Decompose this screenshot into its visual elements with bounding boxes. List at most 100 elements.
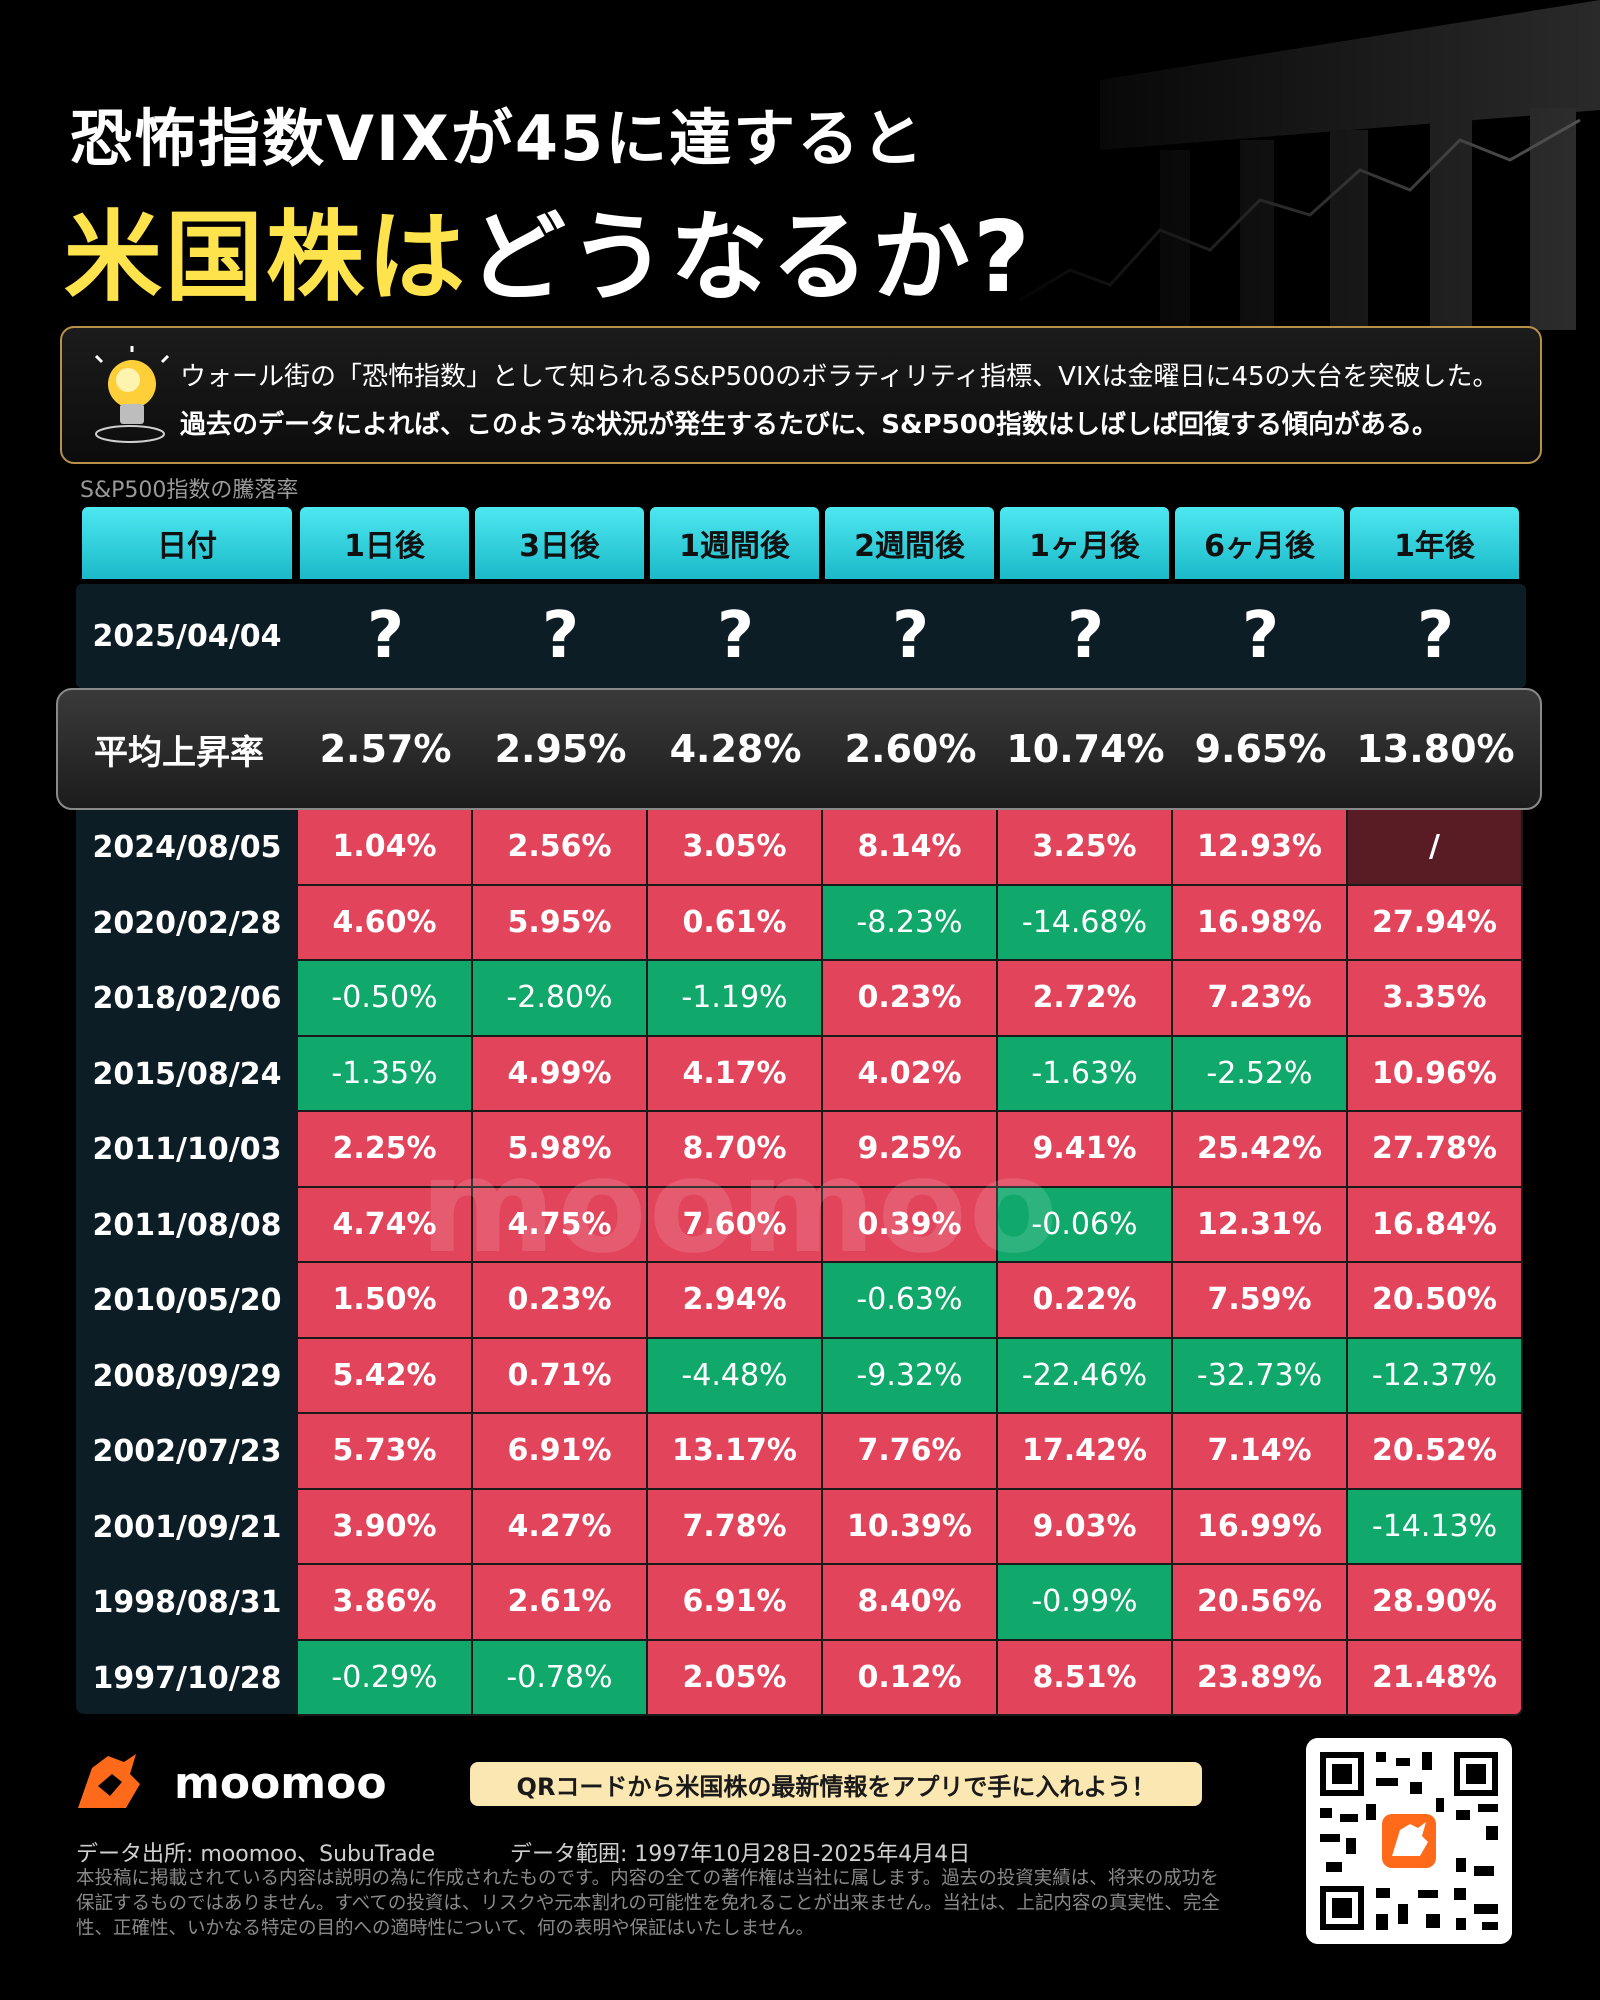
headline-line1: 恐怖指数VIXが45に達すると xyxy=(70,102,926,175)
return-cell: 1.04% xyxy=(298,810,473,886)
current-value-cell: ? xyxy=(1241,599,1280,673)
return-cell: 7.14% xyxy=(1173,1414,1348,1490)
return-cell: 0.12% xyxy=(823,1640,998,1716)
column-header: 3日後 xyxy=(475,507,644,579)
return-cell: 5.42% xyxy=(298,1338,473,1414)
return-cell: 23.89% xyxy=(1173,1640,1348,1716)
return-cell: 2.72% xyxy=(998,961,1173,1037)
return-cell: -14.68% xyxy=(998,885,1173,961)
return-cell: 17.42% xyxy=(998,1414,1173,1490)
return-cell: 8.70% xyxy=(648,1112,823,1188)
return-cell: 13.17% xyxy=(648,1414,823,1490)
return-cell: 0.61% xyxy=(648,885,823,961)
return-cell: -4.48% xyxy=(648,1338,823,1414)
return-cell: 3.90% xyxy=(298,1489,473,1565)
return-cell: 7.76% xyxy=(823,1414,998,1490)
return-cell: -0.78% xyxy=(473,1640,648,1716)
return-cell: 1.50% xyxy=(298,1263,473,1339)
row-date: 2011/08/08 xyxy=(92,1207,282,1243)
return-cell: -22.46% xyxy=(998,1338,1173,1414)
return-cell: 0.23% xyxy=(823,961,998,1037)
return-cell: 6.91% xyxy=(473,1414,648,1490)
disclaimer: 本投稿に掲載されている内容は説明の為に作成されたものです。内容の全ての著作権は当… xyxy=(76,1868,1220,1939)
row-date: 2002/07/23 xyxy=(92,1434,282,1470)
current-value-cell: ? xyxy=(716,599,755,673)
return-cell: -0.99% xyxy=(998,1565,1173,1641)
date-column-background xyxy=(76,810,298,1714)
current-row-background xyxy=(76,584,1526,688)
return-cell: 7.78% xyxy=(648,1489,823,1565)
return-cell: -0.06% xyxy=(998,1187,1173,1263)
return-cell: 2.94% xyxy=(648,1263,823,1339)
row-date: 2024/08/05 xyxy=(92,830,282,866)
average-value-cell: 9.65% xyxy=(1194,727,1327,771)
return-cell: 27.78% xyxy=(1348,1112,1523,1188)
return-cell: 0.23% xyxy=(473,1263,648,1339)
return-cell: 7.59% xyxy=(1173,1263,1348,1339)
return-cell: 9.03% xyxy=(998,1489,1173,1565)
row-date: 2015/08/24 xyxy=(92,1056,282,1092)
current-value-cell: ? xyxy=(891,599,930,673)
data-source: データ出所: moomoo、SubuTrade xyxy=(76,1842,436,1867)
return-cell: 8.40% xyxy=(823,1565,998,1641)
return-cell: -0.50% xyxy=(298,961,473,1037)
info-text-line1: ウォール街の「恐怖指数」として知られるS&P500のボラティリティ指標、VIXは… xyxy=(180,362,1499,392)
average-value-cell: 13.80% xyxy=(1356,727,1515,771)
row-date: 1997/10/28 xyxy=(92,1660,282,1696)
return-cell: -1.19% xyxy=(648,961,823,1037)
return-cell: 16.84% xyxy=(1348,1187,1523,1263)
average-label: 平均上昇率 xyxy=(94,732,264,773)
return-cell: 3.35% xyxy=(1348,961,1523,1037)
average-row-box xyxy=(56,688,1542,810)
return-cell: 21.48% xyxy=(1348,1640,1523,1716)
return-cell: 4.99% xyxy=(473,1036,648,1112)
return-cell: 12.93% xyxy=(1173,810,1348,886)
info-box: ウォール街の「恐怖指数」として知られるS&P500のボラティリティ指標、VIXは… xyxy=(60,326,1542,464)
return-cell: 2.61% xyxy=(473,1565,648,1641)
qr-code[interactable] xyxy=(1306,1738,1512,1944)
qr-cta-banner: QRコードから米国株の最新情報をアプリで手に入れよう！ xyxy=(470,1762,1202,1806)
return-cell: -1.35% xyxy=(298,1036,473,1112)
return-cell: -32.73% xyxy=(1173,1338,1348,1414)
return-cell: 3.25% xyxy=(998,810,1173,886)
return-cell: 16.99% xyxy=(1173,1489,1348,1565)
return-cell: -2.52% xyxy=(1173,1036,1348,1112)
background-building-image xyxy=(980,0,1600,330)
info-text-line2: 過去のデータによれば、このような状況が発生するたびに、S&P500指数はしばしば… xyxy=(180,410,1438,440)
average-value-cell: 4.28% xyxy=(669,727,802,771)
return-cell: 3.05% xyxy=(648,810,823,886)
return-cell: 3.86% xyxy=(298,1565,473,1641)
row-date: 2010/05/20 xyxy=(92,1283,282,1319)
return-cell: 9.41% xyxy=(998,1112,1173,1188)
return-cell: / xyxy=(1348,810,1523,886)
return-cell: 20.50% xyxy=(1348,1263,1523,1339)
return-cell: 5.98% xyxy=(473,1112,648,1188)
column-header: 日付 xyxy=(82,507,292,579)
table-caption: S&P500指数の騰落率 xyxy=(80,478,299,503)
headline-rest: どうなるか? xyxy=(468,201,1033,315)
lightbulb-icon xyxy=(94,346,170,443)
return-cell: 5.95% xyxy=(473,885,648,961)
return-cell: -2.80% xyxy=(473,961,648,1037)
return-cell: 4.60% xyxy=(298,885,473,961)
return-cell: 2.05% xyxy=(648,1640,823,1716)
current-value-cell: ? xyxy=(1416,599,1455,673)
row-date: 2011/10/03 xyxy=(92,1132,282,1168)
return-cell: 28.90% xyxy=(1348,1565,1523,1641)
row-date: 2008/09/29 xyxy=(92,1358,282,1394)
column-header: 1ヶ月後 xyxy=(1000,507,1169,579)
return-cell: 8.51% xyxy=(998,1640,1173,1716)
return-cell: -0.63% xyxy=(823,1263,998,1339)
logo-text: moomoo xyxy=(174,1758,387,1809)
return-cell: 2.25% xyxy=(298,1112,473,1188)
current-value-cell: ? xyxy=(541,599,580,673)
column-header: 1年後 xyxy=(1350,507,1519,579)
average-value-cell: 2.57% xyxy=(319,727,452,771)
moomoo-logo: moomoo xyxy=(78,1754,387,1809)
column-header: 1日後 xyxy=(300,507,469,579)
average-value-cell: 2.95% xyxy=(494,727,627,771)
return-cell: 4.75% xyxy=(473,1187,648,1263)
row-date: 2018/02/06 xyxy=(92,981,282,1017)
row-date: 2020/02/28 xyxy=(92,905,282,941)
return-cell: -9.32% xyxy=(823,1338,998,1414)
